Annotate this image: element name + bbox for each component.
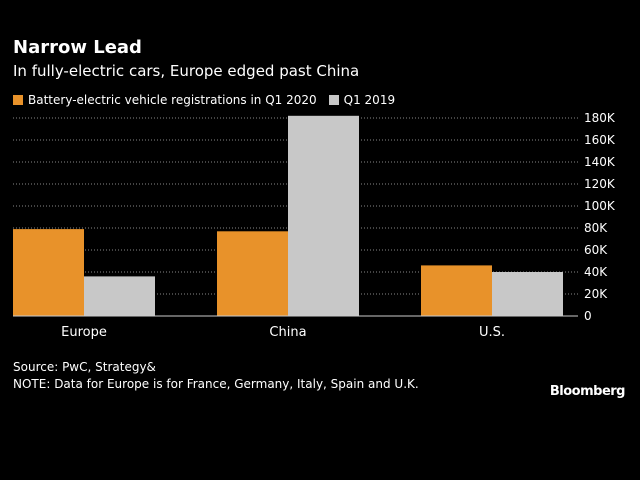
y-tick-label: 180K <box>584 111 616 125</box>
legend-item-q1-2019: Q1 2019 <box>328 93 396 107</box>
bloomberg-logo: Bloomberg <box>549 384 626 399</box>
chart-legend: Battery-electric vehicle registrations i… <box>13 93 407 107</box>
y-tick-label: 20K <box>584 287 608 301</box>
y-tick-label: 40K <box>584 265 608 279</box>
source-note: Source: PwC, Strategy& <box>13 360 156 374</box>
legend-swatch-q1-2019 <box>328 95 339 105</box>
y-tick-label: 100K <box>584 199 616 213</box>
bar-q1-2019 <box>84 276 155 316</box>
x-tick-label: Europe <box>61 325 107 340</box>
bar-q1-2019 <box>288 115 359 316</box>
y-tick-label: 120K <box>584 177 616 191</box>
legend-label-q1-2019: Q1 2019 <box>343 93 396 107</box>
legend-item-q1-2020: Battery-electric vehicle registrations i… <box>13 93 317 107</box>
y-tick-label: 160K <box>584 133 616 147</box>
y-tick-label: 80K <box>584 221 608 235</box>
bar-q1-2020 <box>217 231 288 316</box>
y-tick-label: 140K <box>584 155 616 169</box>
bar-q1-2020 <box>421 265 492 316</box>
chart-subtitle: In fully-electric cars, Europe edged pas… <box>13 62 360 80</box>
y-tick-label: 0 <box>584 309 592 323</box>
data-note: NOTE: Data for Europe is for France, Ger… <box>13 377 419 391</box>
y-tick-label: 60K <box>584 243 608 257</box>
chart-title: Narrow Lead <box>13 37 142 58</box>
legend-swatch-q1-2020 <box>13 95 23 105</box>
x-tick-label: China <box>269 325 306 340</box>
bar-q1-2019 <box>492 272 563 316</box>
legend-label-q1-2020: Battery-electric vehicle registrations i… <box>28 93 317 107</box>
x-tick-label: U.S. <box>479 325 505 340</box>
bar-q1-2020 <box>13 229 84 316</box>
